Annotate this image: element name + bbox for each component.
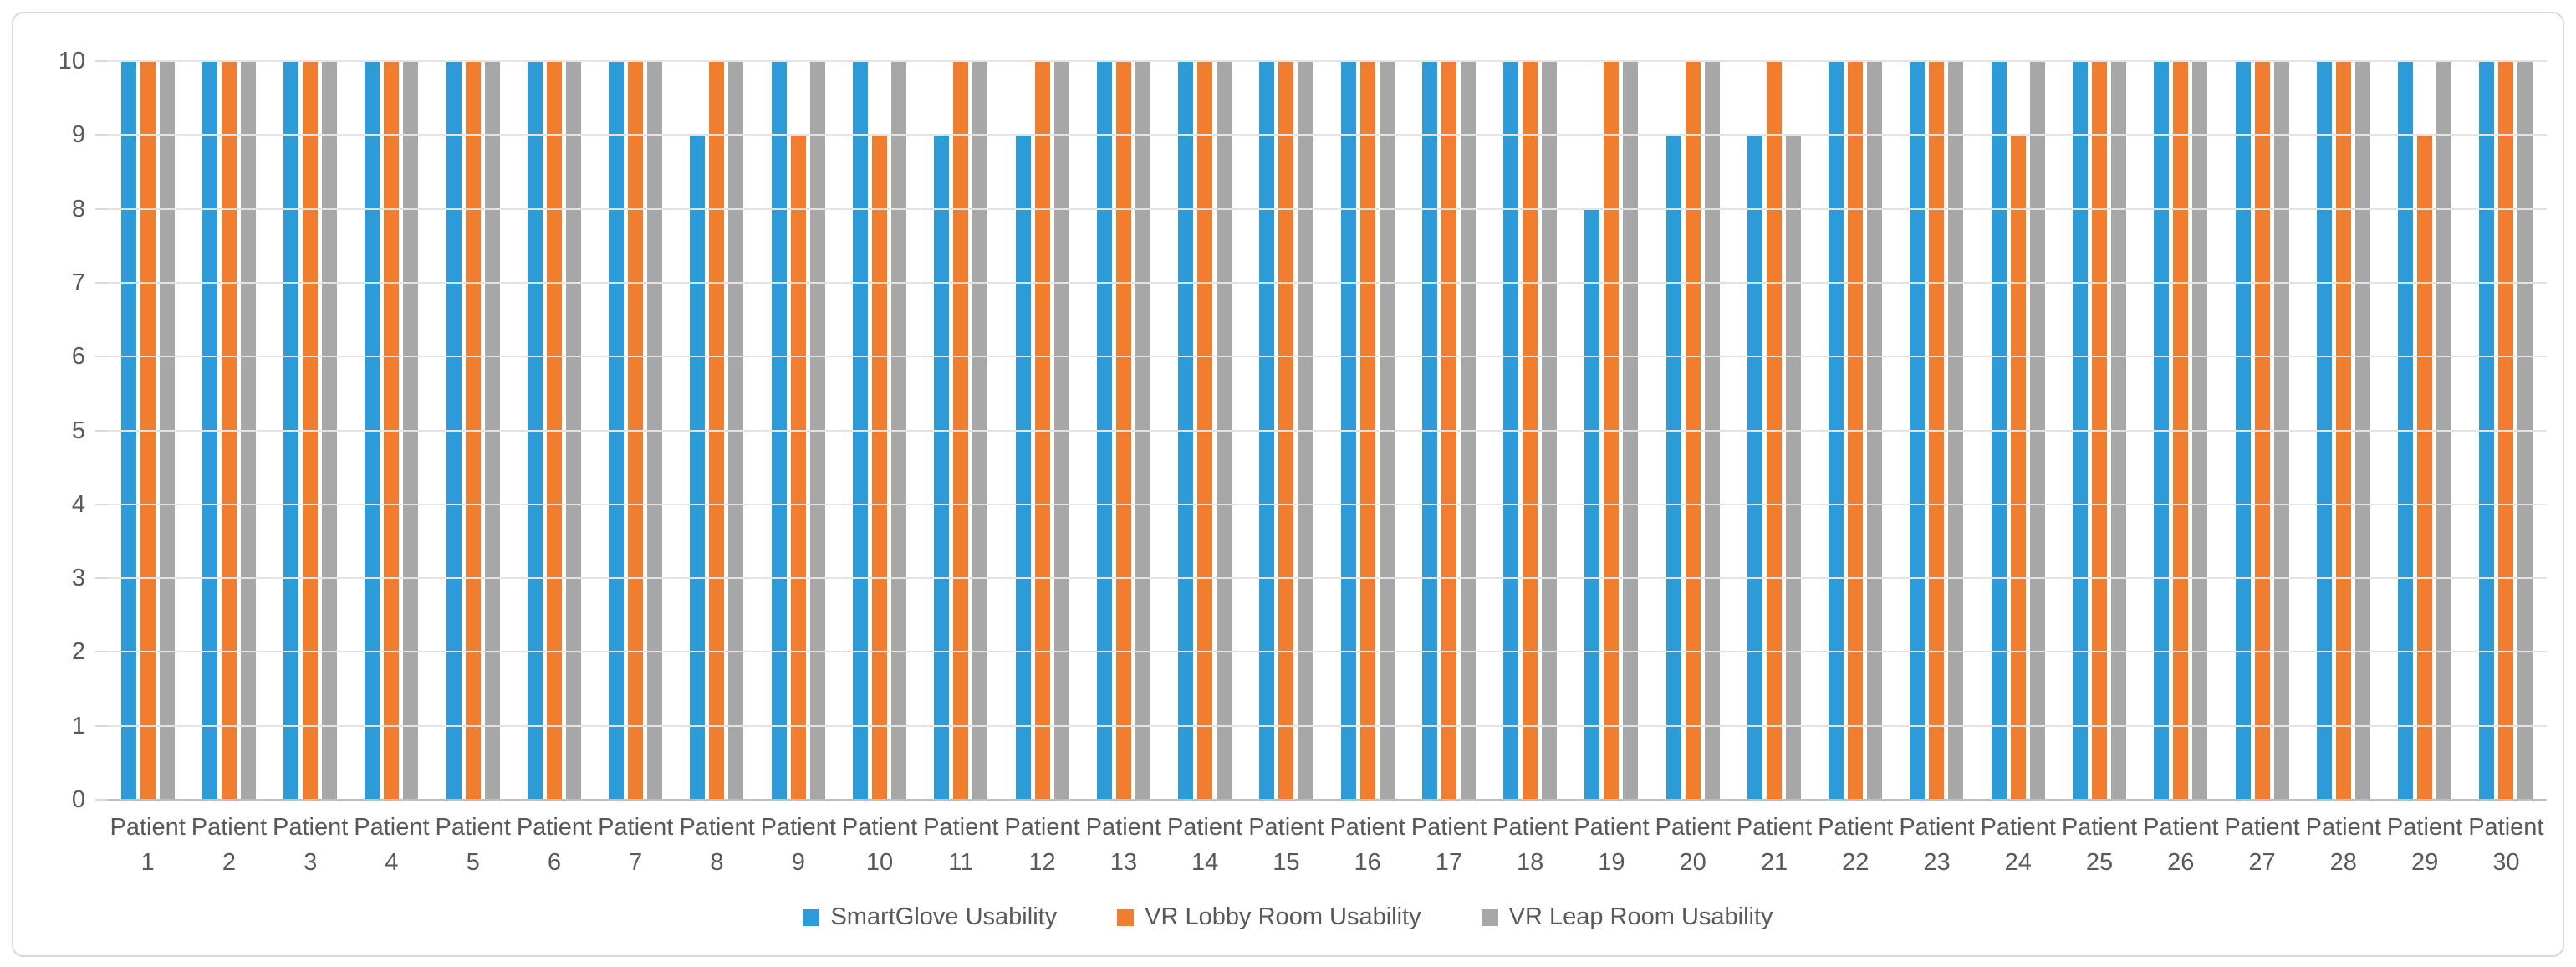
- y-axis-label-7: 7: [71, 269, 85, 296]
- legend-marker-icon: [1481, 908, 1498, 926]
- x-axis-label-10: Patient 10: [841, 814, 918, 876]
- gridline-y-2: [107, 651, 2547, 653]
- y-axis-tick: [95, 724, 107, 727]
- y-axis-tick: [95, 207, 107, 210]
- gridline-y-10: [107, 60, 2547, 62]
- y-axis-tick: [95, 651, 107, 653]
- legend-label: SmartGlove Usability: [830, 903, 1058, 930]
- legend-label: VR Leap Room Usability: [1508, 903, 1773, 930]
- bar: [934, 135, 950, 800]
- y-axis-label-8: 8: [71, 195, 85, 223]
- y-axis-label-6: 6: [71, 343, 85, 371]
- y-axis-tick: [95, 799, 107, 801]
- chart-figure: 0 1 2 3 4 5 6 7 8 9 10 Patient 1 Patient 2 Patient 3 Pat…: [12, 12, 2564, 957]
- legend-item-1: SmartGlove Usability: [803, 903, 1057, 931]
- chart-legend: SmartGlove Usability VR Lobby Room Usabil…: [13, 903, 2563, 931]
- x-axis-label-25: Patient 25: [2061, 814, 2138, 876]
- y-axis-tick: [95, 281, 107, 284]
- x-axis-label-5: Patient 5: [435, 814, 511, 876]
- x-axis-label-13: Patient 13: [1085, 814, 1161, 876]
- x-axis-label-12: Patient 12: [1004, 814, 1080, 876]
- bar: [1747, 135, 1762, 800]
- x-axis-label-14: Patient 14: [1166, 814, 1243, 876]
- x-axis-label-1: Patient 1: [110, 814, 186, 876]
- y-axis-tick: [95, 503, 107, 505]
- x-axis-label-2: Patient 2: [191, 814, 268, 876]
- x-axis-label-4: Patient 4: [354, 814, 430, 876]
- x-axis-label-8: Patient 8: [679, 814, 755, 876]
- legend-marker-icon: [803, 908, 820, 926]
- x-axis-label-18: Patient 18: [1492, 814, 1569, 876]
- y-axis-label-1: 1: [71, 712, 85, 739]
- x-axis-line: [107, 799, 2547, 801]
- bar: [2417, 135, 2433, 800]
- x-axis-label-27: Patient 27: [2224, 814, 2300, 876]
- gridline-y-7: [107, 281, 2547, 284]
- x-axis-label-24: Patient 24: [1980, 814, 2056, 876]
- bar: [790, 135, 806, 800]
- y-axis-tick: [95, 577, 107, 580]
- legend-marker-icon: [1117, 908, 1135, 926]
- bar: [1015, 135, 1031, 800]
- legend-item-2: VR Lobby Room Usability: [1117, 903, 1421, 931]
- y-axis-label-9: 9: [71, 121, 85, 149]
- y-axis-tick: [95, 134, 107, 136]
- y-axis-tick: [95, 60, 107, 62]
- gridline-y-3: [107, 577, 2547, 580]
- x-axis-label-9: Patient 9: [760, 814, 836, 876]
- y-axis-label-2: 2: [71, 638, 85, 666]
- bar: [872, 135, 888, 800]
- plot-area: 0 1 2 3 4 5 6 7 8 9 10: [59, 48, 2547, 813]
- x-axis-label-3: Patient 3: [273, 814, 349, 876]
- x-axis-label-29: Patient 29: [2386, 814, 2463, 876]
- x-axis-labels: Patient 1 Patient 2 Patient 3 Patient 4 Patient 5…: [107, 810, 2547, 880]
- x-axis-label-22: Patient 22: [1818, 814, 1894, 876]
- x-axis-label-15: Patient 15: [1248, 814, 1324, 876]
- legend-item-3: VR Leap Room Usability: [1481, 903, 1773, 931]
- bar: [1785, 135, 1801, 800]
- y-axis-label-10: 10: [58, 48, 85, 74]
- y-axis-label-0: 0: [71, 786, 85, 813]
- y-axis-tick: [95, 356, 107, 358]
- gridline-y-4: [107, 503, 2547, 505]
- x-axis-label-19: Patient 19: [1574, 814, 1650, 876]
- x-axis-label-7: Patient 7: [598, 814, 674, 876]
- gridline-y-1: [107, 724, 2547, 727]
- x-axis-label-30: Patient 30: [2468, 814, 2544, 876]
- x-axis-label-21: Patient 21: [1736, 814, 1813, 876]
- bar: [690, 135, 706, 800]
- gridline-y-9: [107, 134, 2547, 136]
- bar-group-21: [1733, 61, 1814, 800]
- gridline-y-6: [107, 356, 2547, 358]
- x-axis-label-20: Patient 20: [1655, 814, 1731, 876]
- x-axis-label-6: Patient 6: [516, 814, 593, 876]
- x-axis-label-16: Patient 16: [1329, 814, 1405, 876]
- gridline-y-5: [107, 429, 2547, 432]
- x-axis-label-26: Patient 26: [2143, 814, 2219, 876]
- y-axis-label-5: 5: [71, 417, 85, 444]
- y-axis-label-4: 4: [71, 490, 85, 518]
- x-axis-label-11: Patient 11: [923, 814, 999, 876]
- gridline-y-8: [107, 207, 2547, 210]
- bar: [1665, 135, 1681, 800]
- y-axis-tick: [95, 429, 107, 432]
- y-axis-label-3: 3: [71, 565, 85, 592]
- legend-label: VR Lobby Room Usability: [1145, 903, 1421, 930]
- x-axis-label-23: Patient 23: [1899, 814, 1975, 876]
- bar: [2010, 135, 2026, 800]
- x-axis-label-17: Patient 17: [1410, 814, 1487, 876]
- x-axis-label-28: Patient 28: [2305, 814, 2381, 876]
